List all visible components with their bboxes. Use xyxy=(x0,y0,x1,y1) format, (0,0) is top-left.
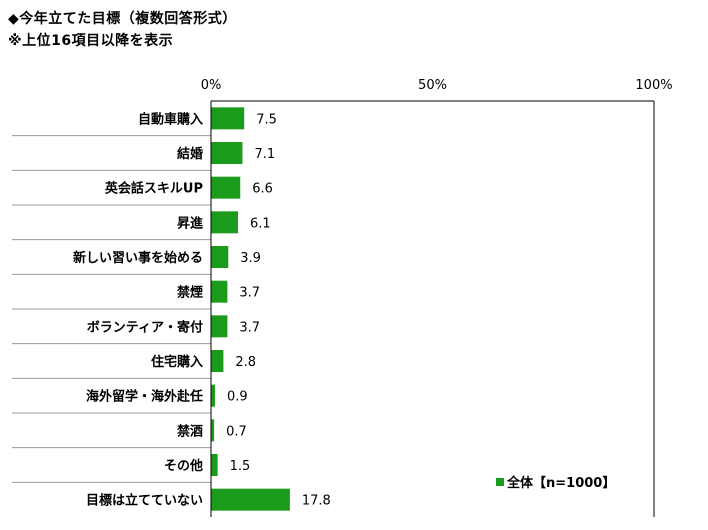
category-label: 目標は立てていない xyxy=(86,493,203,509)
category-label: その他 xyxy=(164,458,203,474)
chart-subtitle: ※上位16項目以降を表示 xyxy=(8,33,174,49)
value-label: 0.7 xyxy=(226,424,247,439)
legend-swatch xyxy=(496,477,504,486)
value-label: 3.9 xyxy=(240,251,261,266)
value-label: 7.1 xyxy=(254,147,275,162)
bar xyxy=(211,280,228,303)
value-label: 7.5 xyxy=(256,112,277,127)
value-label: 2.8 xyxy=(235,355,256,370)
chart-title: ◆今年立てた目標（複数回答形式） xyxy=(8,11,237,27)
category-label: 禁酒 xyxy=(177,423,203,439)
bar xyxy=(211,315,228,338)
bar xyxy=(211,454,218,476)
value-label: 1.5 xyxy=(230,459,251,474)
category-label: 英会話スキルUP xyxy=(104,181,203,197)
value-label: 3.7 xyxy=(239,320,260,335)
value-label: 6.1 xyxy=(250,216,271,231)
legend-label: 全体【n=1000】 xyxy=(507,476,616,491)
category-label: 禁煙 xyxy=(177,285,203,301)
bar xyxy=(211,107,245,130)
x-tick-label: 50% xyxy=(418,78,447,93)
category-label: 住宅購入 xyxy=(151,354,203,370)
category-label: 海外留学・海外赴任 xyxy=(86,389,203,405)
category-label: 自動車購入 xyxy=(138,111,203,127)
category-label: 新しい習い事を始める xyxy=(73,250,203,266)
legend: 全体【n=1000】 xyxy=(496,472,615,491)
category-label: 結婚 xyxy=(177,146,203,162)
value-label: 17.8 xyxy=(302,494,331,509)
x-tick-label: 0% xyxy=(201,78,222,93)
bar xyxy=(211,350,224,372)
category-label: 昇進 xyxy=(177,215,203,231)
value-label: 0.9 xyxy=(227,390,248,405)
bar xyxy=(211,246,229,268)
bar xyxy=(211,176,241,199)
category-label: ボランティア・寄付 xyxy=(87,319,203,335)
bar xyxy=(211,419,215,442)
bar xyxy=(211,211,239,234)
bar xyxy=(211,488,290,511)
bar xyxy=(211,384,215,407)
value-label: 3.7 xyxy=(239,286,260,301)
x-tick-label: 100% xyxy=(635,78,672,93)
bar xyxy=(211,142,243,164)
value-label: 6.6 xyxy=(252,182,273,197)
